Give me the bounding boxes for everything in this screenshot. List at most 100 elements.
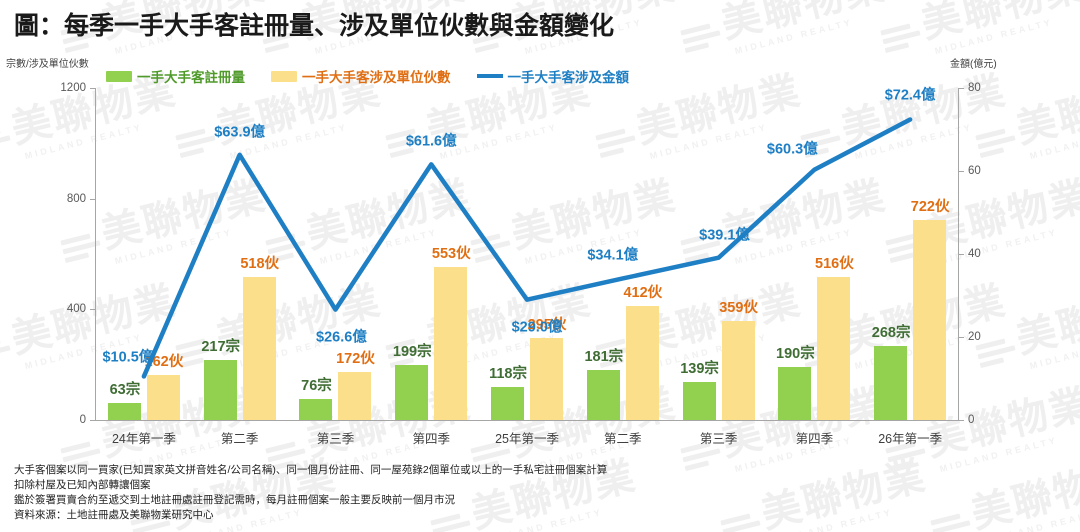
legend-color-swatch-icon — [271, 70, 297, 82]
right-axis-title: 金額(億元) — [950, 59, 997, 70]
category-label: 第四季 — [795, 432, 834, 446]
bar-label-registrations: 63宗 — [109, 381, 141, 398]
bar-label-registrations: 76宗 — [301, 377, 332, 394]
bar-label-units: 553伙 — [431, 246, 471, 263]
left-axis-tick — [90, 420, 95, 421]
page-title: 圖：每季一手大手客註冊量、涉及單位伙數與金額變化 — [14, 12, 615, 40]
bar-units[interactable] — [146, 375, 180, 420]
right-axis-tick-label: 40 — [968, 248, 981, 260]
bar-label-units: 359伙 — [719, 299, 758, 316]
bar-label-units: 412伙 — [623, 285, 663, 302]
bar-registrations[interactable] — [203, 359, 237, 420]
left-axis-tick — [90, 198, 95, 200]
category-axis-line — [95, 420, 959, 421]
amount-point-label: $10.5億 — [102, 349, 154, 366]
bar-label-registrations: 268宗 — [871, 324, 911, 341]
bar-label-units: 722伙 — [910, 199, 950, 216]
category-labels: 24年第一季 第二季 第三季 第四季 25年第一季 第二季 第三季 第四季 26年第一季 — [96, 428, 958, 447]
bar-label-units: 172伙 — [336, 351, 375, 368]
amount-point-label: $72.4億 — [884, 87, 936, 104]
left-axis-tick — [90, 88, 95, 89]
right-axis-line — [958, 88, 959, 420]
plot-area: 0 400 800 1200 0 20 40 60 80 63宗 162伙 217宗 518伙 76宗… — [60, 82, 980, 426]
right-axis-tick — [959, 337, 964, 338]
bar-group: 181宗 412伙 — [575, 88, 671, 420]
category-label: 24年第一季 — [111, 432, 176, 446]
bar-label-registrations: 139宗 — [680, 360, 719, 377]
bar-group: 199宗 553伙 — [383, 88, 479, 420]
footnote-line: 資料來源：土地註冊處及美聯物業研究中心 — [14, 508, 214, 521]
bar-registrations[interactable] — [107, 402, 141, 420]
bar-registrations[interactable] — [395, 364, 429, 420]
category-label: 25年第一季 — [495, 432, 559, 446]
amount-point-label: $61.6億 — [405, 133, 457, 150]
legend-item-label: 一手大手客涉及金額 — [507, 70, 630, 85]
bar-registrations[interactable] — [586, 369, 620, 420]
bar-registrations[interactable] — [682, 381, 716, 420]
amount-line-series — [141, 117, 913, 379]
bar-units[interactable] — [434, 267, 468, 420]
right-axis-tick — [959, 88, 964, 89]
legend-item-2[interactable]: 一手大手客涉及單位伙數 — [271, 66, 451, 86]
bar-units[interactable] — [242, 276, 276, 420]
right-axis-tick — [959, 420, 964, 421]
bar-label-units: 516伙 — [815, 256, 854, 273]
legend-line-swatch-icon — [476, 74, 503, 78]
bar-group: 139宗 359伙 — [671, 88, 767, 420]
amount-line-path — [141, 117, 913, 379]
bar-units[interactable] — [721, 320, 755, 420]
bar-registrations[interactable] — [874, 345, 908, 420]
right-axis-tick-label: 20 — [968, 331, 981, 343]
amount-point-label: $39.1億 — [699, 227, 750, 244]
bar-registrations[interactable] — [299, 398, 333, 420]
bar-group: 268宗 722伙 — [862, 88, 958, 420]
left-axis-tick-label: 400 — [66, 303, 86, 316]
bar-registrations[interactable] — [491, 387, 525, 420]
bar-units[interactable] — [625, 306, 659, 420]
amount-point-label: $34.1億 — [587, 247, 639, 264]
bar-label-registrations: 118宗 — [489, 366, 527, 383]
footnote-line: 大手客個案以同一買家(已知買家英文拼音姓名/公司名稱)、同一個月份註冊、同一屋苑… — [14, 464, 608, 476]
left-axis-tick-label: 1200 — [60, 82, 86, 94]
right-axis-tick — [959, 171, 964, 172]
left-axis-tick-label: 800 — [66, 192, 86, 205]
amount-point-label: $29.0億 — [511, 319, 563, 336]
footnotes: 大手客個案以同一買家(已知買家英文拼音姓名/公司名稱)、同一個月份註冊、同一屋苑… — [14, 463, 607, 523]
legend-color-swatch-icon — [106, 70, 132, 82]
bar-group: 118宗 295伙 — [479, 88, 575, 420]
legend-item-3[interactable]: 一手大手客涉及金額 — [476, 66, 630, 86]
right-axis-tick-label: 60 — [968, 165, 981, 177]
category-label: 第三季 — [699, 432, 738, 446]
left-axis-title: 宗數/涉及單位伙數 — [6, 59, 89, 70]
chart-legend: 一手大手客註冊量 一手大手客涉及單位伙數 一手大手客涉及金額 — [106, 66, 629, 86]
amount-point-label: $63.9億 — [214, 124, 266, 141]
right-axis-tick-label: 80 — [968, 82, 981, 94]
category-label: 第二季 — [604, 432, 642, 446]
footnote-line: 鑑於簽署買賣合約至遞交到土地註冊處註冊登記需時，每月註冊個案一般主要反映前一個月… — [14, 493, 455, 506]
left-axis-tick — [90, 309, 95, 311]
category-label: 第四季 — [412, 432, 450, 446]
bar-label-units: 518伙 — [240, 255, 280, 272]
right-axis-tick-label: 0 — [968, 414, 975, 426]
amount-point-label: $60.3億 — [766, 141, 818, 158]
legend-item-label: 一手大手客註冊量 — [137, 70, 245, 85]
right-axis-tick — [959, 254, 964, 255]
bar-units[interactable] — [338, 372, 372, 420]
bar-group: 76宗 172伙 — [288, 88, 384, 420]
legend-item-label: 一手大手客涉及單位伙數 — [302, 70, 451, 85]
category-label: 第三季 — [316, 432, 355, 446]
footnote-line: 扣除村屋及已知內部轉讓個案 — [14, 478, 151, 491]
category-label: 26年第一季 — [878, 432, 943, 446]
bar-registrations[interactable] — [778, 367, 812, 420]
legend-item-1[interactable]: 一手大手客註冊量 — [106, 66, 245, 86]
amount-point-label: $26.6億 — [316, 329, 367, 346]
bar-label-units: 295伙 — [527, 317, 567, 334]
bar-group: 217宗 518伙 — [192, 88, 288, 420]
category-label: 第二季 — [220, 432, 259, 446]
bar-units[interactable] — [530, 338, 564, 420]
